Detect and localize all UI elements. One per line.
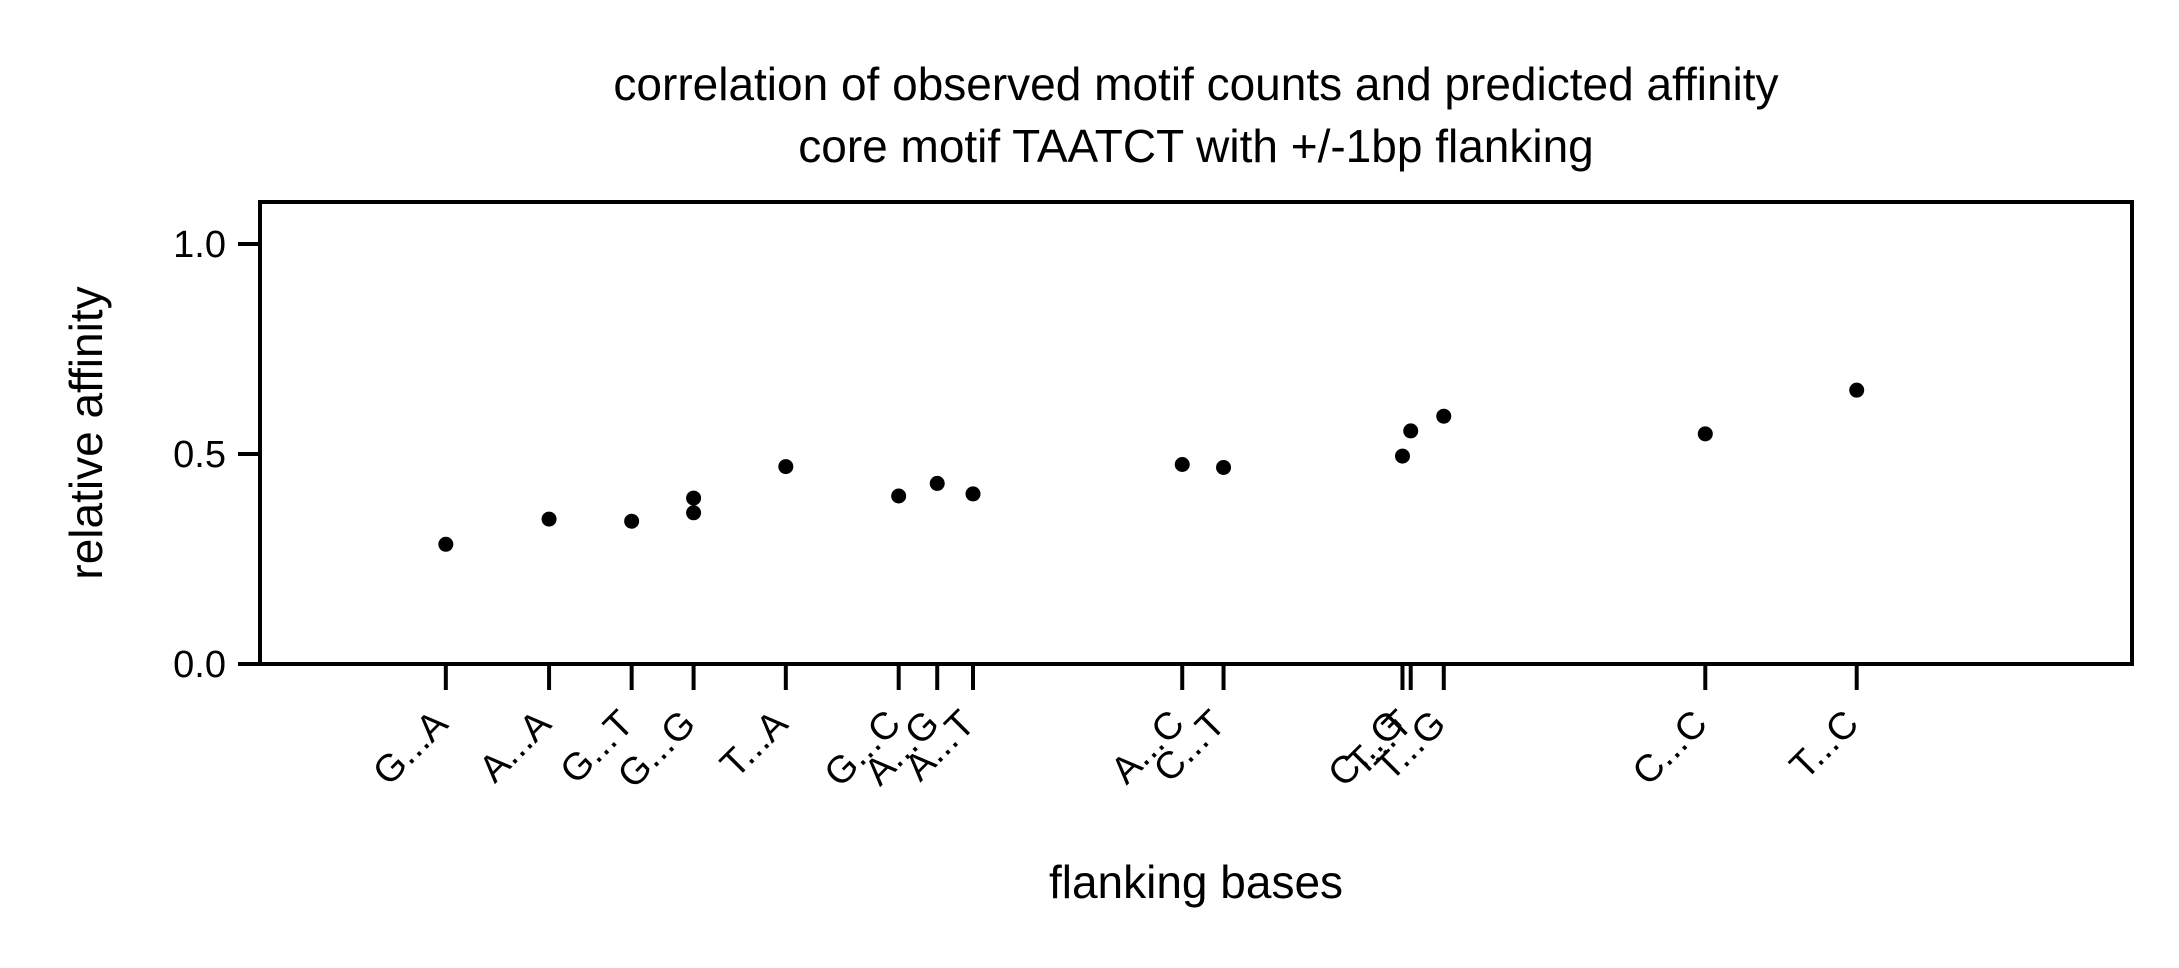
y-axis-label: relative affinity [60,286,112,579]
data-point [778,459,794,475]
data-point [1174,457,1190,472]
data-point [1697,426,1713,442]
y-tick-label: 0.5 [173,434,226,476]
x-axis-label: flanking bases [1049,856,1343,908]
x-tick-label: C...C [1625,703,1716,794]
chart-subtitle: core motif TAATCT with +/-1bp flanking [798,120,1594,172]
y-tick-label: 1.0 [173,224,226,266]
data-point [686,505,702,521]
plot-frame [258,200,2134,666]
data-point [929,475,945,491]
y-tick-label: 0.0 [173,644,226,686]
data-point [1403,423,1419,439]
data-point [891,488,907,504]
chart-title: correlation of observed motif counts and… [613,58,1778,110]
x-axis: G...A A...AG...TG...G T...A G...CA...GA...T… [365,664,1867,797]
data-point [965,486,981,502]
y-axis: 0.0 0.5 1.0 [173,224,260,686]
x-tick-label: G...A [365,702,456,793]
data-point [1394,448,1410,464]
data-point [1849,382,1865,398]
data-point [1216,459,1232,475]
data-point [1436,408,1452,424]
x-tick-label: A...A [471,702,559,790]
x-tick-label: T...A [713,702,797,786]
data-point [541,511,557,527]
data-point [438,536,454,552]
plot-area [438,382,1865,552]
x-tick-label: T...C [1782,703,1867,788]
data-point [686,490,702,506]
data-point [624,513,640,529]
